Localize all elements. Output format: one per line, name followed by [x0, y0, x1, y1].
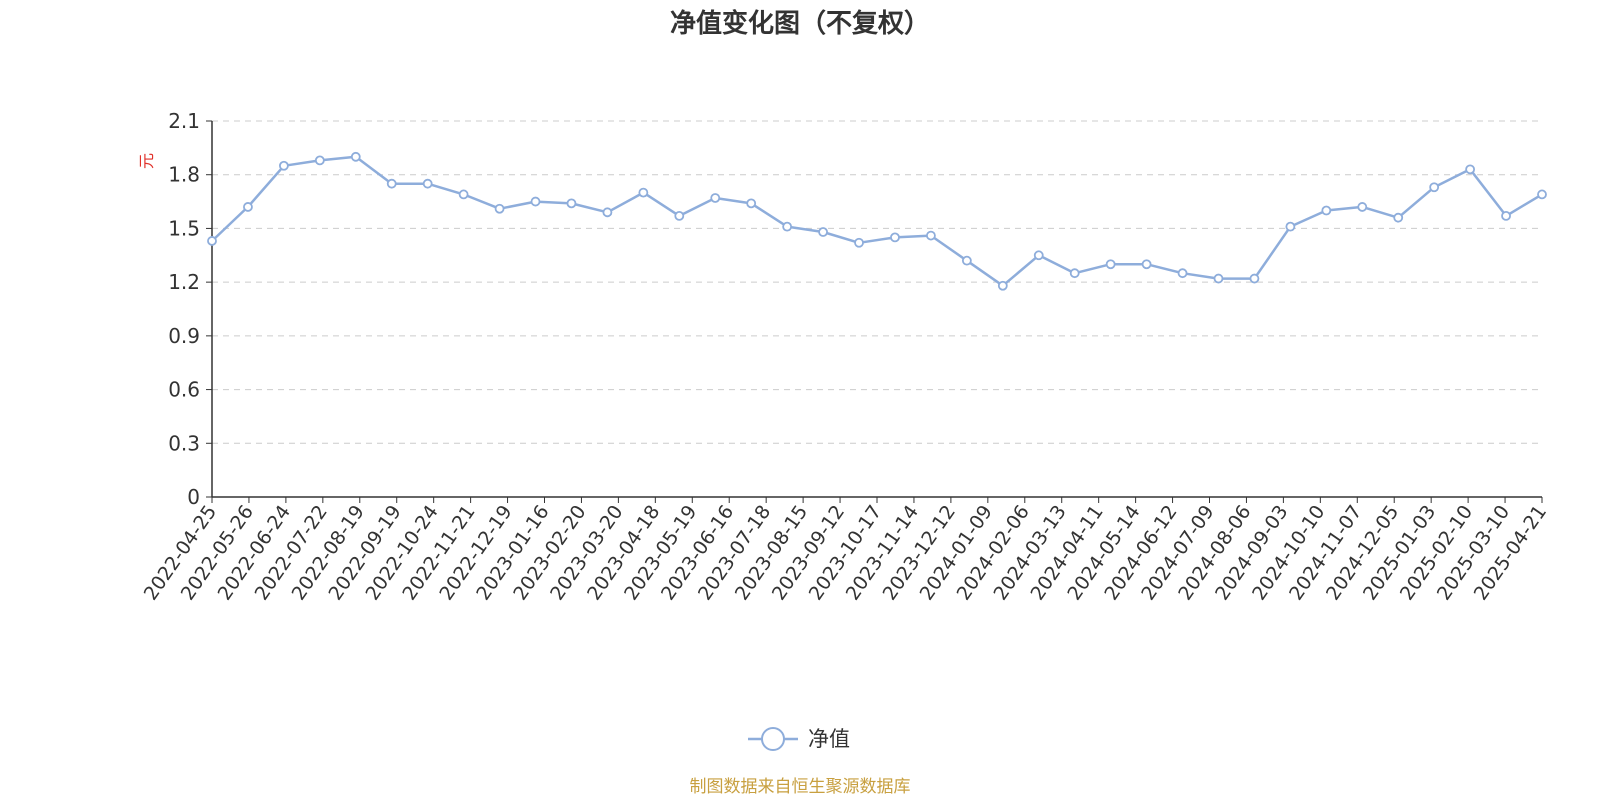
data-point[interactable] [782, 221, 793, 232]
y-tick-label: 1.2 [168, 270, 200, 294]
grid-lines [212, 120, 1542, 444]
data-point[interactable] [961, 255, 972, 266]
series-line-nav [211, 155, 1543, 287]
data-point[interactable] [1393, 212, 1404, 223]
data-point[interactable] [1465, 164, 1476, 175]
data-point[interactable] [890, 232, 900, 243]
data-point[interactable] [494, 203, 505, 214]
data-point[interactable] [674, 210, 685, 221]
x-axis-ticks: 2022-04-252022-05-262022-06-242022-07-22… [140, 497, 1551, 604]
data-point[interactable] [207, 236, 217, 246]
data-point[interactable] [1285, 221, 1296, 232]
legend-circle-icon [761, 727, 785, 751]
data-point[interactable] [243, 202, 253, 212]
data-point[interactable] [1105, 259, 1116, 270]
data-point[interactable] [710, 193, 721, 203]
series-markers [207, 151, 1547, 291]
y-tick-label: 0.3 [168, 431, 200, 455]
data-point[interactable] [1249, 273, 1260, 284]
legend[interactable]: 净值 [748, 727, 850, 751]
data-point[interactable] [1213, 273, 1224, 284]
data-point[interactable] [1537, 189, 1547, 200]
chart-title: 净值变化图（不复权） [670, 8, 930, 39]
y-tick-label: 0.6 [168, 378, 200, 402]
y-axis-unit-label: 元 [137, 153, 156, 169]
data-point[interactable] [1357, 202, 1368, 212]
source-note: 制图数据来自恒生聚源数据库 [690, 777, 911, 797]
data-point[interactable] [638, 187, 649, 198]
data-point[interactable] [350, 151, 361, 162]
data-point[interactable] [1141, 259, 1152, 270]
data-point[interactable] [854, 237, 864, 248]
data-point[interactable] [818, 227, 828, 237]
data-point[interactable] [566, 198, 577, 209]
data-point[interactable] [926, 230, 936, 241]
data-point[interactable] [386, 178, 397, 189]
data-point[interactable] [458, 189, 469, 200]
y-tick-label: 0 [187, 485, 200, 509]
data-point[interactable] [997, 280, 1008, 291]
y-tick-label: 1.5 [168, 216, 200, 240]
legend-label: 净值 [808, 727, 850, 751]
data-point[interactable] [746, 198, 757, 209]
data-point[interactable] [278, 160, 289, 171]
y-axis-ticks: 0 0.3 0.6 0.9 1.2 1.5 1.8 2.1 [168, 109, 212, 509]
data-point[interactable] [602, 207, 613, 218]
data-point[interactable] [422, 178, 433, 189]
data-point[interactable] [1429, 182, 1440, 193]
data-point[interactable] [1501, 210, 1511, 221]
y-tick-label: 1.8 [168, 163, 200, 187]
y-tick-label: 2.1 [168, 109, 200, 133]
data-point[interactable] [1321, 205, 1332, 216]
data-point[interactable] [314, 155, 325, 166]
data-point[interactable] [530, 196, 541, 207]
data-point[interactable] [1033, 250, 1044, 261]
data-point[interactable] [1069, 268, 1080, 279]
y-tick-label: 0.9 [168, 324, 200, 348]
data-point[interactable] [1177, 268, 1188, 279]
